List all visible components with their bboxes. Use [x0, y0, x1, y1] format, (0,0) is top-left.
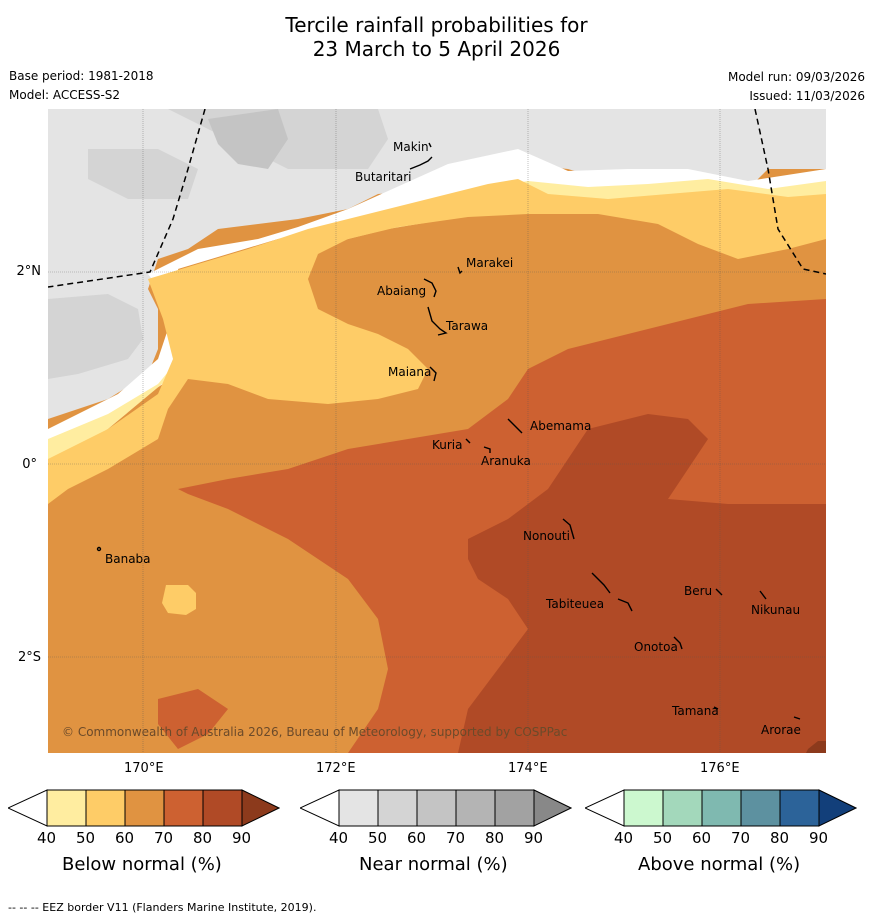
cb-above-tick-40: 40 — [614, 829, 634, 847]
region-below-50 — [48, 179, 826, 504]
colorbar-swatch-0-0 — [46, 789, 87, 827]
place-label-arorae: Arorae — [761, 723, 801, 737]
island-outlines — [96, 142, 801, 720]
place-label-abaiang: Abaiang — [377, 284, 427, 298]
cb-near-tick-60: 60 — [407, 829, 427, 847]
colorbar-swatch-1-3 — [455, 789, 496, 827]
place-label-maiana: Maiana — [388, 365, 432, 379]
region-below-90-patch — [806, 741, 826, 753]
place-label-tamana: Tamana — [672, 704, 719, 718]
cb-below-tick-50: 50 — [76, 829, 96, 847]
place-label-onotoa: Onotoa — [634, 640, 678, 654]
copyright-notice: © Commonwealth of Australia 2026, Bureau… — [62, 725, 568, 739]
region-near-40 — [48, 109, 826, 419]
region-near-60 — [208, 109, 288, 169]
cb-below-tick-60: 60 — [115, 829, 135, 847]
model-name: Model: ACCESS-S2 — [9, 88, 121, 102]
colorbar-swatch-2-4 — [779, 789, 820, 827]
base-period: Base period: 1981-2018 — [9, 69, 154, 83]
colorbar-swatch-0-1 — [85, 789, 126, 827]
cb-near-tick-70: 70 — [446, 829, 466, 847]
model-run: Model run: 09/03/2026 — [727, 70, 865, 84]
map-title-line2: 23 March to 5 April 2026 — [312, 37, 561, 61]
region-below-50-patch — [162, 585, 196, 615]
grid-lines — [48, 109, 826, 753]
region-near-50-west — [48, 294, 143, 379]
colorbar-below-svg — [6, 789, 281, 827]
lat-tick-2n: 2°N — [16, 264, 42, 279]
colorbar-swatch-1-0 — [338, 789, 379, 827]
cb-near-tick-90: 90 — [524, 829, 544, 847]
colorbar-swatch-2-3 — [740, 789, 781, 827]
lat-tick-2s: 2°S — [17, 650, 41, 665]
cb-above-tick-90: 90 — [809, 829, 829, 847]
colorbar-swatch-2-2 — [701, 789, 742, 827]
lon-tick-172e: 172°E — [316, 761, 356, 776]
cb-above-title: Above normal (%) — [638, 854, 801, 875]
cb-above-tick-50: 50 — [653, 829, 673, 847]
lat-tick-0: 0° — [22, 457, 37, 472]
probability-map — [48, 109, 826, 753]
cb-below-tick-80: 80 — [193, 829, 213, 847]
colorbar-swatch-0-3 — [163, 789, 204, 827]
region-below-80 — [458, 414, 826, 753]
cb-near-tick-80: 80 — [485, 829, 505, 847]
colorbar-swatch-2-1 — [662, 789, 703, 827]
cb-below-tick-90: 90 — [232, 829, 252, 847]
place-label-beru: Beru — [684, 584, 713, 598]
colorbar-swatch-1-5 — [533, 789, 573, 827]
cb-above-tick-80: 80 — [770, 829, 790, 847]
map-title-line1: Tercile rainfall probabilities for — [285, 13, 588, 37]
place-label-aranuka: Aranuka — [481, 454, 531, 468]
colorbar-near-svg — [298, 789, 573, 827]
cb-above-tick-60: 60 — [692, 829, 712, 847]
region-below-70-patch — [158, 689, 228, 749]
place-label-kuria: Kuria — [432, 438, 463, 452]
lon-tick-174e: 174°E — [508, 761, 548, 776]
lon-tick-170e: 170°E — [124, 761, 164, 776]
colorbar-swatch-0-2 — [124, 789, 165, 827]
colorbar-swatch-0-4 — [202, 789, 243, 827]
colorbar-swatch-2-5 — [818, 789, 858, 827]
colorbar-near — [298, 789, 573, 827]
place-label-nikunau: Nikunau — [751, 603, 801, 617]
colorbar-above-svg — [583, 789, 858, 827]
lon-tick-176e: 176°E — [700, 761, 740, 776]
colorbar-swatch-0-5 — [241, 789, 281, 827]
colorbar-swatch-1-4 — [494, 789, 535, 827]
cb-below-tick-40: 40 — [37, 829, 57, 847]
cb-near-tick-40: 40 — [329, 829, 349, 847]
place-label-makin: Makin — [393, 140, 429, 154]
place-label-abemama: Abemama — [530, 419, 592, 433]
cb-near-tick-50: 50 — [368, 829, 388, 847]
cb-near-title: Near normal (%) — [359, 854, 508, 875]
eez-footer-note: -- -- -- EEZ border V11 (Flanders Marine… — [8, 901, 317, 914]
cb-below-title: Below normal (%) — [62, 854, 222, 875]
place-label-butaritari: Butaritari — [355, 170, 412, 184]
colorbar-swatch-2-0 — [623, 789, 664, 827]
cb-below-tick-70: 70 — [154, 829, 174, 847]
eez-border — [48, 109, 826, 288]
place-label-nonouti: Nonouti — [523, 529, 570, 543]
place-label-tabiteuea: Tabiteuea — [546, 597, 605, 611]
place-label-banaba: Banaba — [105, 552, 151, 566]
colorbar-below — [6, 789, 281, 827]
colorbar-swatch-1-2 — [416, 789, 457, 827]
colorbar-above — [583, 789, 858, 827]
place-label-tarawa: Tarawa — [446, 319, 489, 333]
place-label-marakei: Marakei — [466, 256, 514, 270]
cb-above-tick-70: 70 — [731, 829, 751, 847]
issued-date: Issued: 11/03/2026 — [749, 89, 865, 103]
colorbar-swatch-1-1 — [377, 789, 418, 827]
